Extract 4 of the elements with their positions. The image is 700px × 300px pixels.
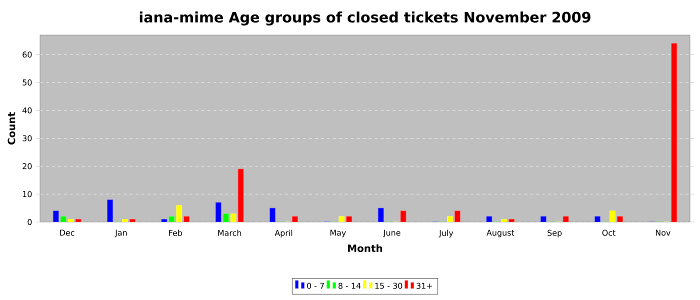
x-axis-title: Month (348, 244, 382, 252)
bar (671, 43, 678, 222)
y-axis-title: Count (8, 112, 16, 145)
chart-title: iana-mime Age groups of closed tickets November 2009 (140, 12, 590, 26)
